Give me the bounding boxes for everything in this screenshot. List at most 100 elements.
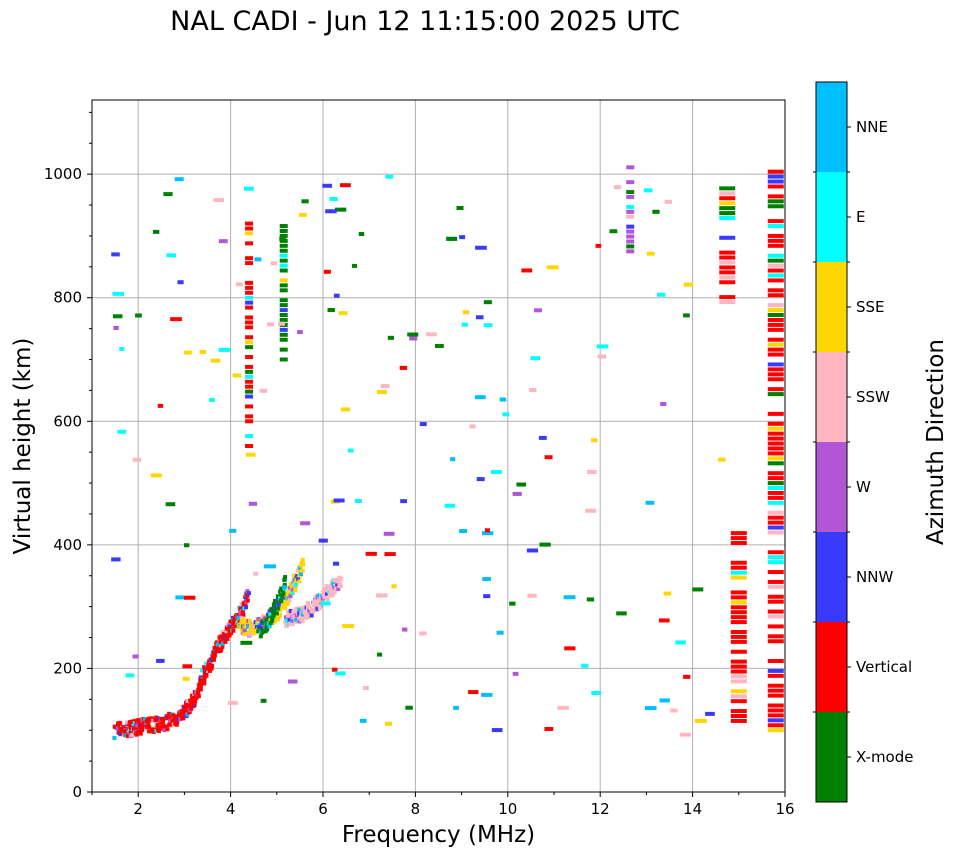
trace-sse-mark xyxy=(297,579,302,584)
scatter-mark xyxy=(469,424,476,429)
scatter-mark xyxy=(375,593,388,598)
trace-vertical-mark xyxy=(155,722,160,727)
trace-x-mode-mark xyxy=(282,577,287,582)
y-tick-label: 1000 xyxy=(44,165,82,183)
scatter-mark xyxy=(482,576,491,581)
scatter-mark xyxy=(528,387,537,392)
scatter-mark xyxy=(331,667,338,672)
trace-ssw-mark xyxy=(288,621,293,626)
trace-vertical-mark xyxy=(161,723,166,728)
column-mark xyxy=(730,620,747,625)
colorbar-label-ssw: SSW xyxy=(856,388,890,406)
column-mark xyxy=(730,679,747,684)
column-mark xyxy=(767,372,784,377)
trace-ssw-mark xyxy=(300,617,305,622)
colorbar-label-w: W xyxy=(856,478,871,496)
column-mark xyxy=(767,204,784,209)
column-mark xyxy=(245,419,254,424)
chart-title: NAL CADI - Jun 12 11:15:00 2025 UTC xyxy=(170,6,680,37)
trace-ssw-mark xyxy=(284,618,289,623)
column-mark xyxy=(767,411,784,416)
scatter-mark xyxy=(407,332,419,337)
column-mark xyxy=(279,228,288,233)
column-mark xyxy=(279,258,288,263)
column-mark xyxy=(279,332,288,337)
scatter-mark xyxy=(111,557,121,562)
column-mark xyxy=(245,379,254,384)
column-mark xyxy=(245,335,254,340)
column-mark xyxy=(767,199,784,204)
column-mark xyxy=(279,224,288,229)
column-mark xyxy=(730,629,747,634)
scatter-mark xyxy=(657,292,666,297)
scatter-mark xyxy=(267,322,275,327)
column-mark xyxy=(767,584,784,589)
column-mark xyxy=(730,531,747,536)
trace-x-mode-mark xyxy=(272,599,277,604)
trace-sse-mark xyxy=(283,605,288,610)
column-mark xyxy=(245,226,254,231)
scatter-mark xyxy=(174,177,184,182)
scatter-mark xyxy=(387,335,395,340)
trace-vertical-mark xyxy=(147,729,152,734)
column-mark xyxy=(626,244,635,249)
trace-vertical-mark xyxy=(224,629,229,634)
column-mark xyxy=(730,560,747,565)
x-tick-label: 6 xyxy=(318,800,328,818)
trace-x-mode-mark xyxy=(257,624,262,629)
column-mark xyxy=(767,184,784,189)
x-tick-label: 8 xyxy=(411,800,421,818)
scatter-mark xyxy=(509,601,516,606)
trace-vertical-mark xyxy=(196,694,201,699)
trace-vertical-mark xyxy=(115,726,120,731)
trace-ssw-mark xyxy=(326,586,331,591)
trace-vertical-mark xyxy=(200,678,205,683)
column-mark xyxy=(626,165,635,170)
trace-ssw-mark xyxy=(316,593,321,598)
column-mark xyxy=(245,364,254,369)
colorbar-segment-sse xyxy=(816,262,847,352)
column-mark xyxy=(245,231,254,236)
scatter-mark xyxy=(675,640,686,645)
column-mark xyxy=(719,250,736,255)
x-axis-label: Frequency (MHz) xyxy=(342,822,535,848)
column-mark xyxy=(767,253,784,258)
scatter-mark xyxy=(484,528,490,533)
trace-vertical-mark xyxy=(227,626,232,631)
scatter-mark xyxy=(351,263,358,268)
column-mark xyxy=(767,327,784,332)
column-mark xyxy=(245,404,254,409)
trace-vertical-mark xyxy=(128,726,133,731)
scatter-mark xyxy=(182,676,190,681)
trace-ssw-mark xyxy=(322,595,327,600)
scatter-mark xyxy=(683,674,691,679)
trace-vertical-mark xyxy=(204,661,209,666)
column-mark xyxy=(626,239,635,244)
scatter-mark xyxy=(683,313,690,318)
scatter-mark xyxy=(385,174,394,179)
column-mark xyxy=(730,694,747,699)
scatter-mark xyxy=(544,455,553,460)
scatter-mark xyxy=(152,229,160,234)
scatter-mark xyxy=(132,654,139,659)
scatter-mark xyxy=(323,269,331,274)
trace-x-mode-mark xyxy=(271,602,276,607)
trace-vertical-mark xyxy=(210,663,215,668)
scatter-mark xyxy=(705,711,715,716)
scatter-mark xyxy=(538,435,547,440)
x-tick-label: 12 xyxy=(591,800,610,818)
column-mark xyxy=(730,610,747,615)
column-mark xyxy=(279,288,288,293)
trace-vertical-mark xyxy=(142,717,147,722)
column-mark xyxy=(730,649,747,654)
column-mark xyxy=(767,510,784,515)
column-mark xyxy=(767,530,784,535)
trace-vertical-mark xyxy=(196,687,201,692)
scatter-mark xyxy=(329,197,338,202)
column-mark xyxy=(245,285,254,290)
trace-vertical-mark xyxy=(220,641,225,646)
trace-sse-mark xyxy=(242,632,247,637)
scatter-mark xyxy=(340,407,351,412)
column-mark xyxy=(767,426,784,431)
